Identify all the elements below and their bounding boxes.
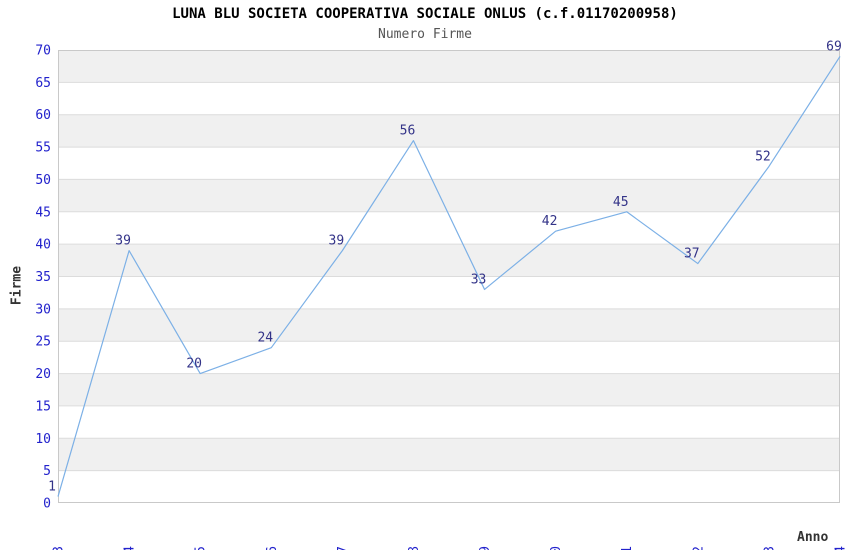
point-label: 56 [400, 124, 416, 139]
y-tick-label: 35 [35, 270, 51, 285]
point-label: 37 [684, 247, 700, 262]
y-axis-label: Firme [9, 265, 25, 306]
band [58, 114, 840, 148]
y-tick-label: 65 [35, 76, 51, 91]
x-tick-labels: 2013 2014 2015 2016 2017 2018 2019 2020 2021 2022… [52, 546, 849, 550]
y-tick-label: 50 [35, 173, 51, 188]
plot-bands [58, 50, 840, 471]
point-label: 24 [257, 331, 273, 346]
point-label: 39 [329, 234, 345, 249]
x-tick-label: 2015 [194, 546, 209, 550]
x-tick-label: 2019 [478, 546, 493, 550]
plot-border [58, 50, 840, 503]
band [58, 244, 840, 277]
band [58, 438, 840, 471]
x-axis-label: Anno [797, 530, 829, 545]
chart-subtitle: Numero Firme [378, 27, 472, 42]
y-tick-label: 10 [35, 432, 51, 447]
point-label: 39 [115, 234, 131, 249]
x-tick-label: 2017 [336, 546, 351, 550]
x-tick-label: 2014 [123, 546, 138, 550]
gridlines [58, 81, 840, 472]
x-tick-label: 2013 [52, 546, 67, 550]
x-tick-label: 2020 [549, 546, 564, 550]
point-label: 52 [755, 149, 771, 164]
y-tick-label: 70 [35, 44, 51, 59]
point-label: 69 [826, 39, 842, 54]
x-tick-label: 2022 [691, 546, 706, 550]
point-label: 33 [471, 272, 487, 287]
y-tick-label: 40 [35, 238, 51, 253]
point-labels: 1 39 20 24 39 56 33 42 45 37 52 69 [48, 39, 842, 494]
x-tick-label: 2021 [620, 546, 635, 550]
band [58, 308, 840, 342]
y-tick-label: 5 [43, 464, 51, 479]
x-tick-label: 2018 [407, 546, 422, 550]
y-tick-label: 15 [35, 399, 51, 414]
y-tick-label: 25 [35, 335, 51, 350]
y-tick-label: 60 [35, 108, 51, 123]
y-tick-label: 45 [35, 205, 51, 220]
point-label: 45 [613, 195, 629, 210]
point-label: 20 [186, 357, 202, 372]
y-tick-label: 20 [35, 367, 51, 382]
point-label: 1 [48, 480, 56, 495]
x-tick-label: 2016 [265, 546, 280, 550]
y-tick-label: 30 [35, 302, 51, 317]
band [58, 373, 840, 406]
band [58, 50, 840, 83]
y-tick-labels: 0 5 10 15 20 25 30 35 40 45 50 55 60 65 70 [35, 44, 51, 512]
data-line [57, 56, 841, 497]
y-tick-label: 0 [43, 497, 51, 512]
band [58, 179, 840, 212]
x-tick-label: 2023 [762, 546, 777, 550]
point-label: 42 [542, 214, 558, 229]
chart-title: LUNA BLU SOCIETA COOPERATIVA SOCIALE ONL… [172, 6, 678, 22]
y-tick-label: 55 [35, 141, 51, 156]
